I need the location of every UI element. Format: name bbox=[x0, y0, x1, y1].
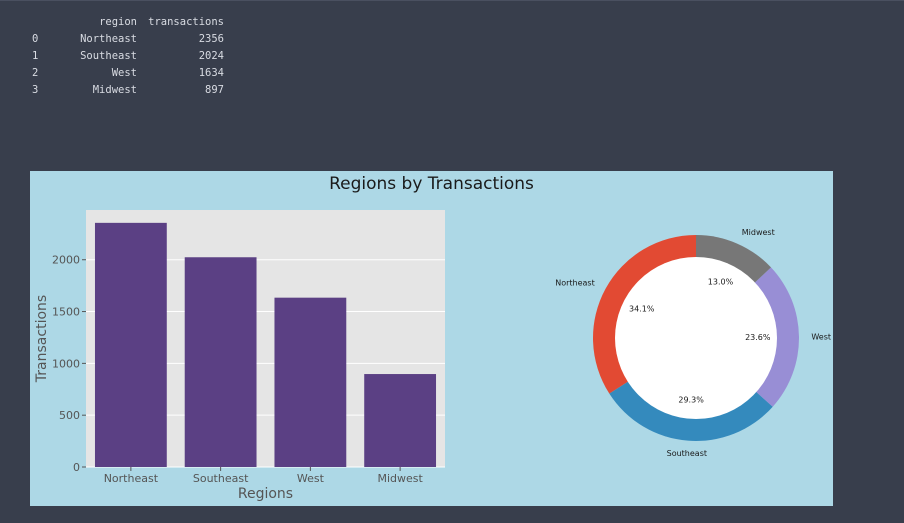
pie-percent-label: 34.1% bbox=[629, 304, 655, 313]
bar bbox=[274, 297, 347, 467]
y-tick-label: 1000 bbox=[52, 357, 80, 370]
bar bbox=[184, 257, 257, 467]
cell-region: Midwest bbox=[92, 84, 137, 96]
dataframe-output: region transactions 0 Northeast 2356 1 S… bbox=[26, 14, 224, 99]
window-top-border bbox=[0, 0, 904, 1]
chart-canvas: 0 500 1000 1500 2000 Northeast Southeast West Mi… bbox=[34, 210, 831, 502]
x-tick-label: Southeast bbox=[193, 472, 249, 485]
y-tick-label: 500 bbox=[59, 409, 80, 422]
x-tick-label: West bbox=[297, 472, 325, 485]
cell-region: West bbox=[111, 67, 137, 79]
cell-transactions: 2356 bbox=[198, 33, 224, 45]
column-header-transactions: transactions bbox=[148, 16, 224, 28]
cell-transactions: 897 bbox=[205, 84, 224, 96]
pie-category-label: Northeast bbox=[555, 279, 595, 288]
cell-transactions: 2024 bbox=[198, 50, 224, 62]
row-index: 3 bbox=[32, 84, 39, 96]
y-axis-label: Transactions bbox=[34, 295, 50, 383]
donut-hole bbox=[615, 257, 777, 419]
pie-percent-label: 13.0% bbox=[708, 277, 734, 286]
x-tick-label: Northeast bbox=[104, 472, 159, 485]
figure-title: Regions by Transactions bbox=[329, 174, 534, 194]
bar bbox=[94, 222, 167, 467]
y-tick-label: 1500 bbox=[52, 306, 80, 319]
table-row: 3 Midwest 897 bbox=[26, 82, 224, 99]
x-tick-label: Midwest bbox=[377, 472, 423, 485]
table-row: 1 Southeast 2024 bbox=[26, 48, 224, 65]
dataframe-header-row: region transactions bbox=[26, 14, 224, 31]
y-tick-label: 0 bbox=[73, 461, 80, 474]
chart-figure: Regions by Transactions 0 500 1000 1500 2000… bbox=[30, 171, 833, 506]
cell-region: Northeast bbox=[80, 33, 137, 45]
row-index: 0 bbox=[32, 33, 39, 45]
pie-category-label: Southeast bbox=[667, 449, 707, 458]
dataframe-index-header bbox=[26, 14, 54, 31]
y-tick-label: 2000 bbox=[52, 254, 80, 267]
row-index: 1 bbox=[32, 50, 39, 62]
dataframe-table: region transactions 0 Northeast 2356 1 S… bbox=[26, 14, 224, 99]
pie-category-label: Midwest bbox=[742, 228, 775, 237]
table-row: 2 West 1634 bbox=[26, 65, 224, 82]
pie-percent-label: 29.3% bbox=[678, 396, 704, 405]
pie-percent-label: 23.6% bbox=[745, 333, 771, 342]
cell-region: Southeast bbox=[80, 50, 137, 62]
cell-transactions: 1634 bbox=[198, 67, 224, 79]
row-index: 2 bbox=[32, 67, 39, 79]
x-axis-label: Regions bbox=[238, 486, 293, 502]
bar bbox=[364, 374, 437, 467]
pie-category-label: West bbox=[811, 333, 831, 342]
column-header-region: region bbox=[99, 16, 137, 28]
table-row: 0 Northeast 2356 bbox=[26, 31, 224, 48]
